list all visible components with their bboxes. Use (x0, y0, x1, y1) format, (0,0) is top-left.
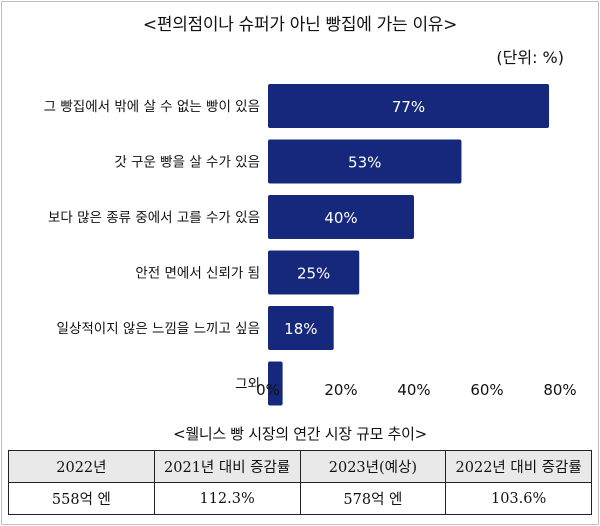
bar (268, 195, 414, 239)
bar (268, 361, 283, 406)
x-tick-label: 60% (470, 381, 503, 399)
unit-label: (단위: %) (496, 48, 564, 67)
table-header-cell: 2022년 (8, 450, 155, 483)
bar-chart: 그 빵집에서 밖에 살 수 없는 빵이 있음 77% 갓 구운 빵을 살 수가 있음… (44, 84, 577, 406)
x-tick-label: 80% (543, 381, 576, 399)
category-label: 안전 면에서 신뢰가 됨 (135, 266, 260, 282)
table-header-cell: 2023년(예상) (299, 450, 447, 483)
chart-title: <편의점이나 슈퍼가 아닌 빵집에 가는 이유> (142, 15, 458, 35)
data-label: 77% (392, 98, 425, 116)
x-tick-label: 40% (397, 381, 430, 399)
market-size-table: 2022년 2021년 대비 증감률 2023년(예상) 2022년 대비 증감… (8, 450, 592, 515)
data-label: 53% (348, 154, 381, 172)
category-label: 그 빵집에서 밖에 살 수 없는 빵이 있음 (44, 99, 260, 115)
category-label: 보다 많은 종류 중에서 고를 수가 있음 (48, 210, 260, 226)
table-caption: <웰니스 빵 시장의 연간 시장 규모 추이> (173, 425, 427, 443)
bar (268, 250, 360, 295)
table-header-row: 2022년 2021년 대비 증감률 2023년(예상) 2022년 대비 증감… (8, 450, 592, 483)
data-label: 25% (297, 265, 330, 283)
bar (268, 306, 334, 350)
x-tick-label: 0% (256, 381, 280, 399)
table-cell: 103.6% (445, 482, 592, 515)
category-label: 그외 (235, 377, 260, 393)
category-label: 일상적이지 않은 느낌을 느끼고 싶음 (57, 321, 260, 337)
table-cell: 578억 엔 (299, 482, 447, 515)
table-header-cell: 2021년 대비 증감률 (153, 450, 301, 483)
data-label: 40% (324, 209, 357, 227)
bar (268, 139, 462, 184)
category-label: 갓 구운 빵을 살 수가 있음 (114, 155, 260, 171)
table-cell: 558억 엔 (8, 482, 155, 515)
table-row: 558억 엔 112.3% 578억 엔 103.6% (8, 482, 592, 515)
bar (268, 84, 550, 128)
table-cell: 112.3% (153, 482, 301, 515)
x-tick-label: 20% (324, 381, 357, 399)
table-header-cell: 2022년 대비 증감률 (445, 450, 592, 483)
data-label: 18% (284, 320, 317, 338)
